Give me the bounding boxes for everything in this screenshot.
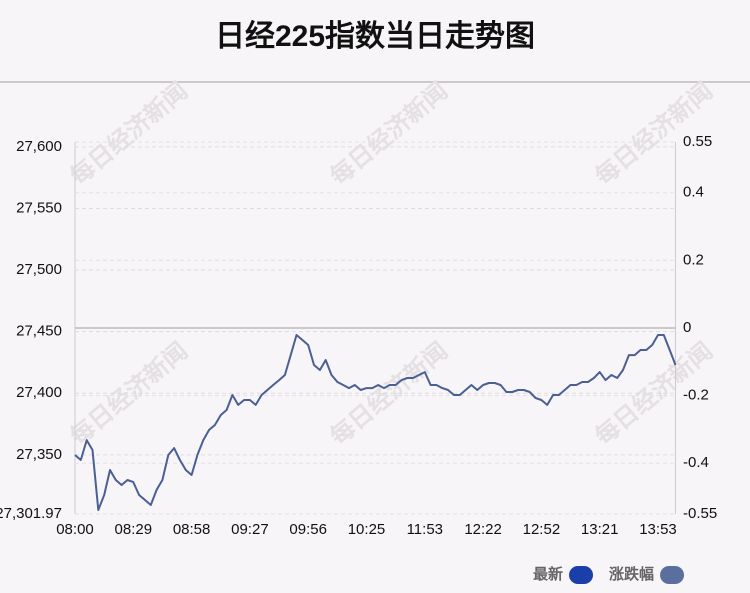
y2-tick-label: -0.55 bbox=[683, 505, 717, 522]
y-tick-label: 27,550 bbox=[16, 199, 62, 216]
chart-title: 日经225指数当日走势图 bbox=[215, 19, 535, 53]
x-tick-label: 08:29 bbox=[115, 521, 153, 538]
legend-label: 涨跌幅 bbox=[609, 565, 654, 583]
x-tick-label: 13:21 bbox=[581, 521, 619, 538]
y2-tick-label: -0.2 bbox=[683, 387, 709, 404]
x-tick-label: 09:27 bbox=[231, 521, 269, 538]
x-tick-label: 10:25 bbox=[348, 521, 386, 538]
x-tick-label: 08:00 bbox=[56, 521, 94, 538]
x-tick-label: 12:52 bbox=[523, 521, 561, 538]
y-tick-label: 27,600 bbox=[16, 138, 62, 155]
y2-tick-label: 0 bbox=[683, 319, 691, 336]
y-tick-label: 27,301.97 bbox=[0, 505, 62, 522]
x-tick-label: 08:58 bbox=[173, 521, 211, 538]
y-tick-label: 27,500 bbox=[16, 261, 62, 278]
y2-tick-label: -0.4 bbox=[683, 454, 709, 471]
legend-label: 最新 bbox=[533, 565, 563, 583]
y-tick-label: 27,450 bbox=[16, 323, 62, 340]
x-tick-label: 11:53 bbox=[407, 521, 443, 538]
y2-tick-label: 0.2 bbox=[683, 251, 704, 268]
x-tick-label: 09:56 bbox=[289, 521, 327, 538]
y-tick-label: 27,400 bbox=[16, 384, 62, 401]
legend-swatch bbox=[569, 566, 594, 584]
price-line bbox=[74, 334, 677, 511]
y2-tick-label: 0.4 bbox=[683, 184, 704, 201]
y-tick-label: 27,350 bbox=[16, 446, 62, 463]
x-tick-label: 13:53 bbox=[639, 521, 677, 538]
legend-swatch bbox=[660, 566, 685, 584]
x-tick-label: 12:22 bbox=[464, 521, 502, 538]
y2-tick-label: 0.55 bbox=[683, 133, 712, 150]
